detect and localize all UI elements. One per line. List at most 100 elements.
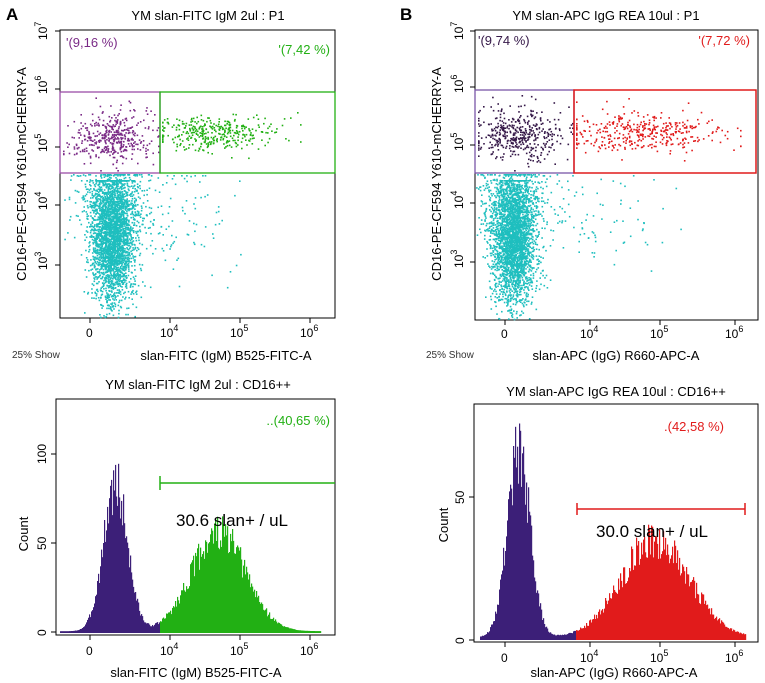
event-dot bbox=[131, 221, 134, 224]
event-dot bbox=[102, 205, 105, 208]
event-dot bbox=[103, 192, 106, 195]
event-dot bbox=[117, 129, 119, 132]
event-dot bbox=[80, 223, 83, 226]
event-dot bbox=[91, 206, 94, 208]
event-dot bbox=[98, 182, 101, 184]
event-dot bbox=[128, 244, 130, 247]
event-dot bbox=[120, 271, 122, 274]
event-dot bbox=[100, 265, 102, 267]
event-dot bbox=[113, 294, 115, 297]
event-dot bbox=[134, 211, 137, 214]
event-dot bbox=[115, 123, 117, 126]
event-dot bbox=[117, 263, 119, 265]
event-dot bbox=[113, 182, 116, 184]
event-dot bbox=[93, 144, 95, 147]
event-dot bbox=[531, 250, 534, 253]
event-dot bbox=[96, 236, 99, 239]
event-dot bbox=[167, 123, 170, 125]
event-dot bbox=[110, 216, 112, 218]
event-dot bbox=[96, 244, 98, 247]
event-dot bbox=[189, 127, 191, 130]
event-dot bbox=[95, 268, 98, 271]
event-dot bbox=[232, 113, 235, 116]
event-dot bbox=[132, 205, 135, 208]
event-dot bbox=[98, 232, 101, 234]
event-dot bbox=[100, 150, 103, 153]
event-dot bbox=[149, 244, 152, 247]
event-dot bbox=[222, 137, 225, 140]
event-dot bbox=[105, 130, 107, 133]
event-dot bbox=[107, 244, 109, 247]
event-dot bbox=[135, 237, 137, 239]
event-dot bbox=[103, 136, 106, 139]
event-dot bbox=[535, 268, 538, 271]
event-dot bbox=[171, 234, 173, 237]
event-dot bbox=[94, 192, 97, 195]
event-dot bbox=[122, 230, 124, 232]
event-dot bbox=[86, 226, 88, 228]
event-dot bbox=[123, 263, 126, 266]
event-dot bbox=[89, 139, 92, 141]
event-dot bbox=[190, 132, 193, 134]
event-dot bbox=[178, 134, 180, 137]
event-dot bbox=[125, 132, 127, 134]
event-dot bbox=[142, 202, 145, 204]
event-dot bbox=[106, 129, 108, 131]
event-dot bbox=[113, 241, 116, 243]
event-dot bbox=[116, 189, 119, 191]
event-dot bbox=[242, 124, 244, 127]
event-dot bbox=[85, 257, 88, 259]
event-dot bbox=[192, 143, 194, 146]
event-dot bbox=[100, 223, 102, 225]
event-dot bbox=[490, 206, 493, 209]
event-dot bbox=[194, 138, 196, 140]
event-dot bbox=[119, 274, 122, 277]
event-dot bbox=[101, 260, 103, 262]
event-dot bbox=[110, 267, 113, 270]
event-dot bbox=[126, 215, 129, 217]
event-dot bbox=[93, 278, 96, 280]
event-dot bbox=[99, 198, 101, 201]
event-dot bbox=[89, 200, 91, 203]
event-dot bbox=[122, 180, 125, 182]
event-dot bbox=[119, 285, 122, 288]
event-dot bbox=[221, 128, 224, 131]
event-dot bbox=[112, 138, 115, 141]
event-dot bbox=[522, 241, 525, 243]
event-dot bbox=[102, 305, 104, 307]
event-dot bbox=[115, 231, 118, 233]
event-dot bbox=[124, 223, 126, 225]
event-dot bbox=[222, 138, 224, 141]
event-dot bbox=[130, 208, 133, 210]
event-dot bbox=[118, 215, 121, 218]
event-dot bbox=[107, 208, 110, 211]
event-dot bbox=[490, 308, 493, 310]
event-dot bbox=[145, 153, 148, 155]
event-dot bbox=[128, 129, 130, 132]
event-dot bbox=[107, 218, 110, 220]
event-dot bbox=[113, 283, 116, 286]
event-dot bbox=[509, 300, 512, 302]
event-dot bbox=[97, 223, 100, 225]
event-dot bbox=[124, 251, 126, 254]
event-dot bbox=[114, 270, 116, 273]
event-dot bbox=[100, 206, 103, 209]
event-dot bbox=[109, 232, 112, 235]
event-dot bbox=[101, 212, 103, 214]
event-dot bbox=[201, 130, 203, 133]
event-dot bbox=[122, 241, 124, 244]
event-dot bbox=[110, 269, 113, 272]
event-dot bbox=[121, 198, 123, 201]
event-dot bbox=[98, 281, 100, 283]
event-dot bbox=[199, 181, 201, 183]
event-dot bbox=[122, 253, 124, 255]
event-dot bbox=[114, 276, 117, 279]
event-dot bbox=[214, 135, 217, 138]
event-dot bbox=[122, 261, 124, 264]
event-dot bbox=[500, 203, 503, 205]
event-dot bbox=[111, 256, 114, 259]
event-dot bbox=[125, 226, 127, 228]
event-dot bbox=[159, 232, 161, 234]
event-dot bbox=[95, 239, 97, 241]
event-dot bbox=[102, 259, 105, 262]
